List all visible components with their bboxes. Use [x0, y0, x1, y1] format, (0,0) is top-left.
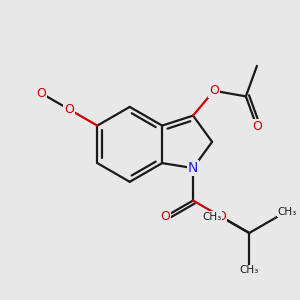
Text: CH₃: CH₃	[202, 212, 221, 222]
Text: O: O	[64, 103, 74, 116]
Text: CH₃: CH₃	[277, 207, 297, 217]
Text: O: O	[36, 87, 46, 100]
Text: O: O	[209, 84, 219, 97]
Text: CH₃: CH₃	[240, 266, 259, 275]
Text: N: N	[188, 161, 198, 175]
Text: O: O	[160, 210, 170, 223]
Text: O: O	[209, 84, 219, 97]
Text: O: O	[216, 210, 226, 223]
Text: O: O	[64, 103, 74, 116]
Text: O: O	[252, 120, 262, 134]
Text: O: O	[252, 120, 262, 134]
